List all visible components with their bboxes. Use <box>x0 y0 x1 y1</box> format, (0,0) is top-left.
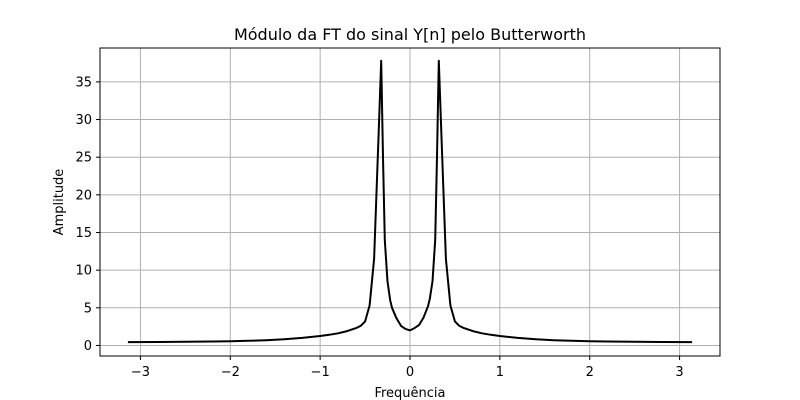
x-tick-label: −3 <box>131 365 150 380</box>
y-tick-label: 25 <box>75 151 92 166</box>
series-line <box>127 59 693 344</box>
y-tick-label: 5 <box>84 301 92 316</box>
x-tick-label: 3 <box>675 365 683 380</box>
x-tick-label: −2 <box>221 365 240 380</box>
series-layer <box>127 59 693 344</box>
x-tick-label: 2 <box>586 365 594 380</box>
x-tick-label: 0 <box>406 365 414 380</box>
x-axis-label: Frequência <box>374 386 445 400</box>
y-tick-label: 20 <box>75 188 92 203</box>
x-tick-label: −1 <box>311 365 330 380</box>
x-axis: −3 −2 −1 0 1 2 3 <box>131 356 684 380</box>
y-tick-label: 30 <box>75 113 92 128</box>
y-axis-label: Amplitude <box>52 169 67 236</box>
y-tick-label: 15 <box>75 226 92 241</box>
grid <box>100 48 720 356</box>
y-tick-label: 0 <box>84 339 92 354</box>
y-tick-label: 10 <box>75 264 92 279</box>
y-tick-label: 35 <box>75 75 92 90</box>
chart-title: Módulo da FT do sinal Y[n] pelo Butterwo… <box>234 25 586 44</box>
x-tick-label: 1 <box>496 365 504 380</box>
y-axis: 0 5 10 15 20 25 30 35 <box>75 75 100 354</box>
